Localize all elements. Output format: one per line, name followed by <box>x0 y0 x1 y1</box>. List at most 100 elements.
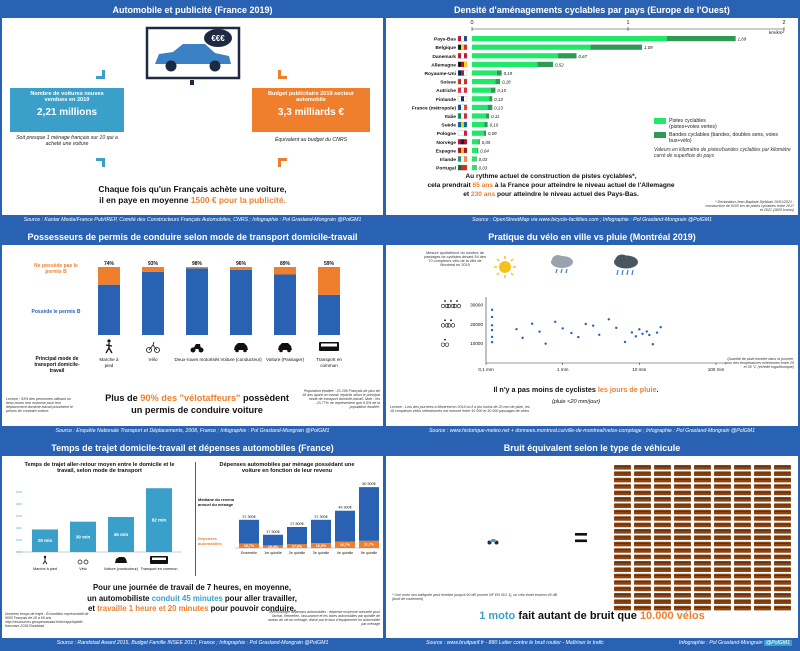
bicycle-icon <box>674 548 691 553</box>
bicycle-icon <box>774 535 791 540</box>
flag-stripe <box>461 139 464 145</box>
bike-detail <box>715 491 730 493</box>
panel-source: Source : Enquête Nationale Transport et … <box>2 426 383 437</box>
car-icon <box>155 44 231 64</box>
bike-block <box>754 465 771 470</box>
bar-segment <box>496 70 502 76</box>
flag-stripe <box>464 122 467 128</box>
category-label: Voiture (conducteur) <box>104 567 139 571</box>
bike-block <box>734 471 751 476</box>
bike-detail <box>675 504 690 506</box>
bar-segment <box>484 122 488 128</box>
scatter-point <box>490 328 494 332</box>
flag-stripe <box>461 122 464 128</box>
bike-detail <box>775 549 790 551</box>
bike-block <box>754 497 771 502</box>
bike-block <box>634 471 651 476</box>
head <box>43 555 47 559</box>
bike-detail <box>775 543 790 544</box>
flag-frame <box>457 70 468 76</box>
scatter-point <box>544 342 547 345</box>
bike-block <box>634 554 651 560</box>
bike-detail <box>755 511 770 512</box>
wheel <box>77 559 83 565</box>
bike-block <box>674 535 691 540</box>
bike-block <box>734 465 751 470</box>
scatter-point <box>607 318 611 321</box>
bicycle-icon <box>694 503 711 508</box>
bike-detail <box>735 600 750 602</box>
euro-sign-bubble <box>204 29 232 47</box>
legend-swatch <box>654 118 666 124</box>
euro-sign-text: €€€ <box>211 34 225 43</box>
bar-value-label: 0,09 <box>488 131 497 136</box>
bar <box>108 517 134 552</box>
credit-text: Infographie : Pol Grasland-Mongrain <box>678 640 763 646</box>
category-label: 2e quintile <box>289 551 305 555</box>
headline-highlight: 65 ans <box>472 182 494 189</box>
bike-block <box>714 561 731 566</box>
bar-segment-revenu <box>287 526 307 545</box>
bike-detail <box>755 568 770 570</box>
bike-block <box>774 554 791 560</box>
category-label: Transport en commun <box>141 567 178 571</box>
bike-block <box>714 484 731 489</box>
bike-detail <box>615 562 630 563</box>
category-label: 1er quintile <box>264 551 282 555</box>
bike-block <box>714 541 731 547</box>
bike-block <box>614 490 631 496</box>
bike-block <box>754 580 771 585</box>
bike-detail <box>675 568 690 570</box>
bar-segment-revenu <box>359 487 379 541</box>
headline-text: il en paye en moyenne <box>99 195 191 205</box>
bicycle-icon <box>674 586 691 592</box>
bike-block <box>734 516 751 521</box>
bike-detail <box>755 536 770 538</box>
wheel <box>83 559 89 565</box>
bike-detail <box>635 568 650 570</box>
bike-detail <box>715 479 730 480</box>
wheel <box>444 342 450 347</box>
bike-detail <box>675 594 690 595</box>
bike-detail <box>715 504 730 506</box>
rider <box>444 300 446 302</box>
bar-segment-no-licence <box>142 267 164 272</box>
bar-value-label: 29 min <box>38 538 53 543</box>
headline: Chaque fois qu'un Français achète une vo… <box>2 184 383 206</box>
budget-note: Équivalent au budget du CNRS <box>274 137 348 143</box>
bar-segment <box>667 36 736 42</box>
category-label: Vélo <box>79 567 87 571</box>
motorcycle-icon <box>487 539 499 545</box>
bike-block <box>674 497 691 502</box>
note-depenses: Méthodologie dépenses automobiles : dépe… <box>267 610 380 626</box>
bar-segment-revenu <box>335 510 355 542</box>
note-temps: Données temps de trajet : Échantillon re… <box>5 612 89 628</box>
bar-segment-no-licence <box>230 267 252 270</box>
separator <box>195 462 196 576</box>
bike-detail <box>775 504 790 506</box>
bike-block <box>734 535 751 540</box>
bike-detail <box>715 555 730 557</box>
bike-block <box>734 586 751 592</box>
flag-stripe <box>464 36 467 42</box>
bicycle-icon <box>614 599 631 604</box>
bike-block <box>614 605 631 611</box>
credit-handle[interactable]: @PolGM1 <box>763 640 792 646</box>
bicycle-icon <box>654 561 671 566</box>
category-label: Marche à <box>99 357 119 362</box>
bicycle-icon <box>694 497 711 502</box>
bar-segment-depenses <box>263 545 283 548</box>
bike-block <box>694 580 711 585</box>
bike-block <box>614 497 631 502</box>
bike-block <box>754 554 771 560</box>
bar-segment <box>475 156 477 162</box>
bicycle-icon <box>714 509 731 515</box>
bicycle-icon <box>734 561 751 566</box>
bicycle-icon <box>694 605 711 611</box>
bicycle-icon <box>754 490 771 496</box>
bike-detail <box>695 498 710 499</box>
bike-block <box>674 522 691 528</box>
bike-detail <box>635 587 650 589</box>
bike-block <box>754 548 771 553</box>
bike-detail <box>635 549 650 551</box>
